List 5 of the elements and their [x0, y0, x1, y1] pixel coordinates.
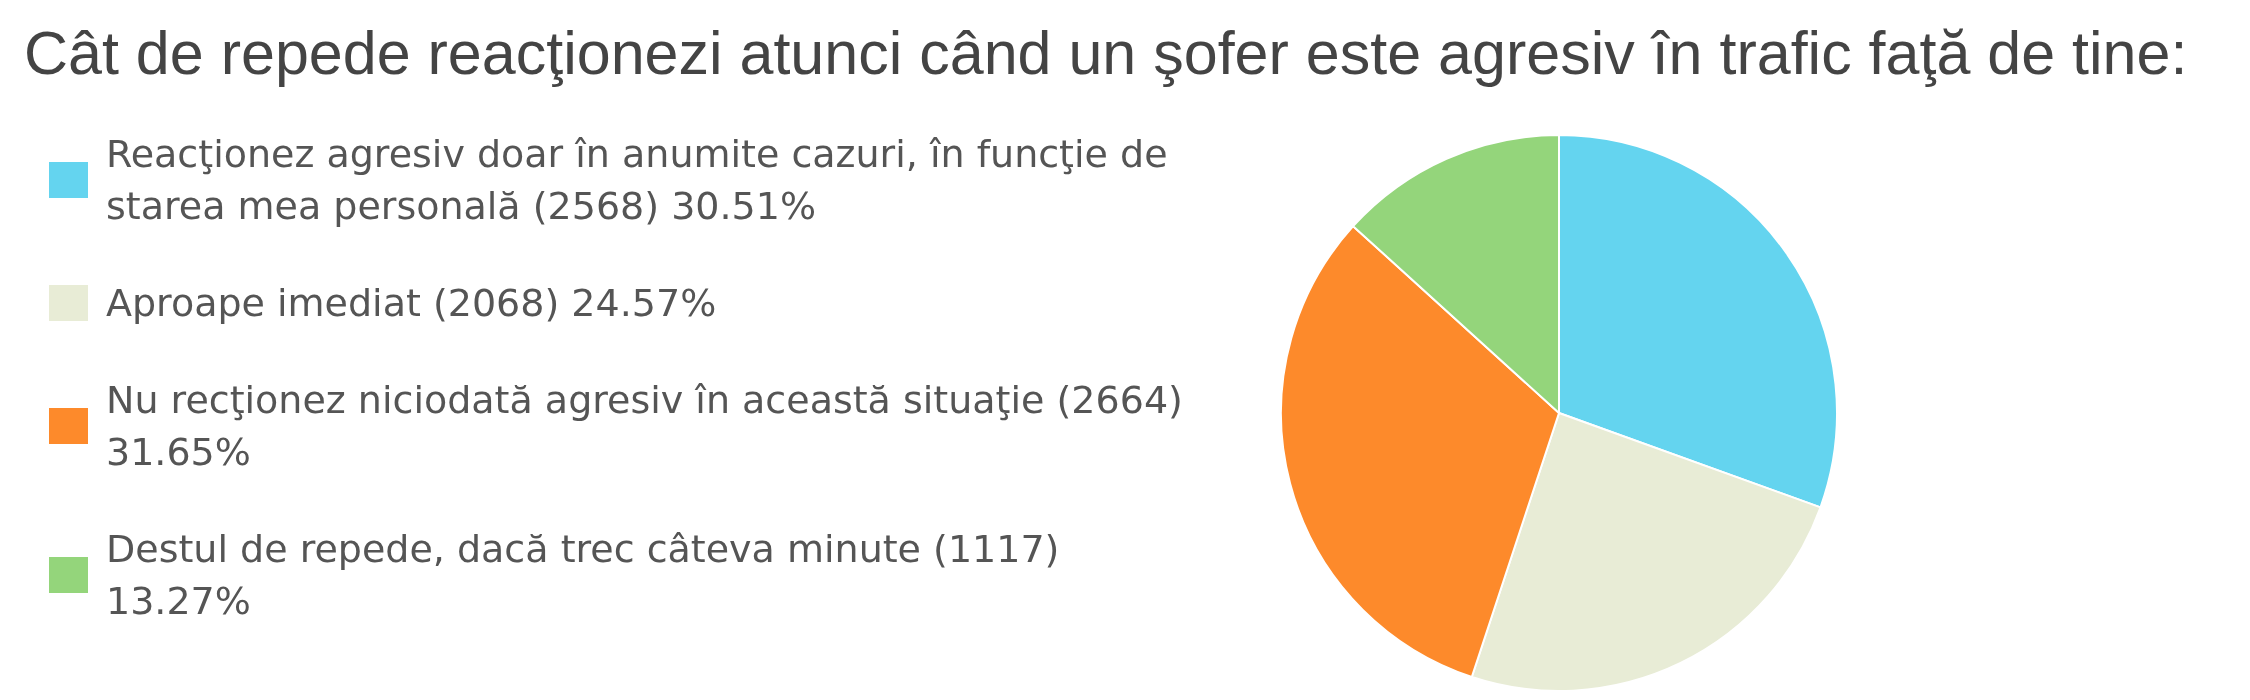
legend-label: Reacţionez agresiv doar în anumite cazuri, în funcţie de starea mea personală (2568) 30.51%	[106, 132, 1168, 228]
chart-title: Cât de repede reacţionezi atunci când un şofer este agresiv în trafic faţă de tine:	[24, 18, 2188, 87]
legend-label: Nu recţionez niciodată agresiv în această situaţie (2664) 31.65%	[106, 378, 1183, 474]
legend-label: Destul de repede, dacă trec câteva minute (1117) 13.27%	[106, 527, 1060, 623]
legend-label: Aproape imediat (2068) 24.57%	[106, 281, 717, 325]
